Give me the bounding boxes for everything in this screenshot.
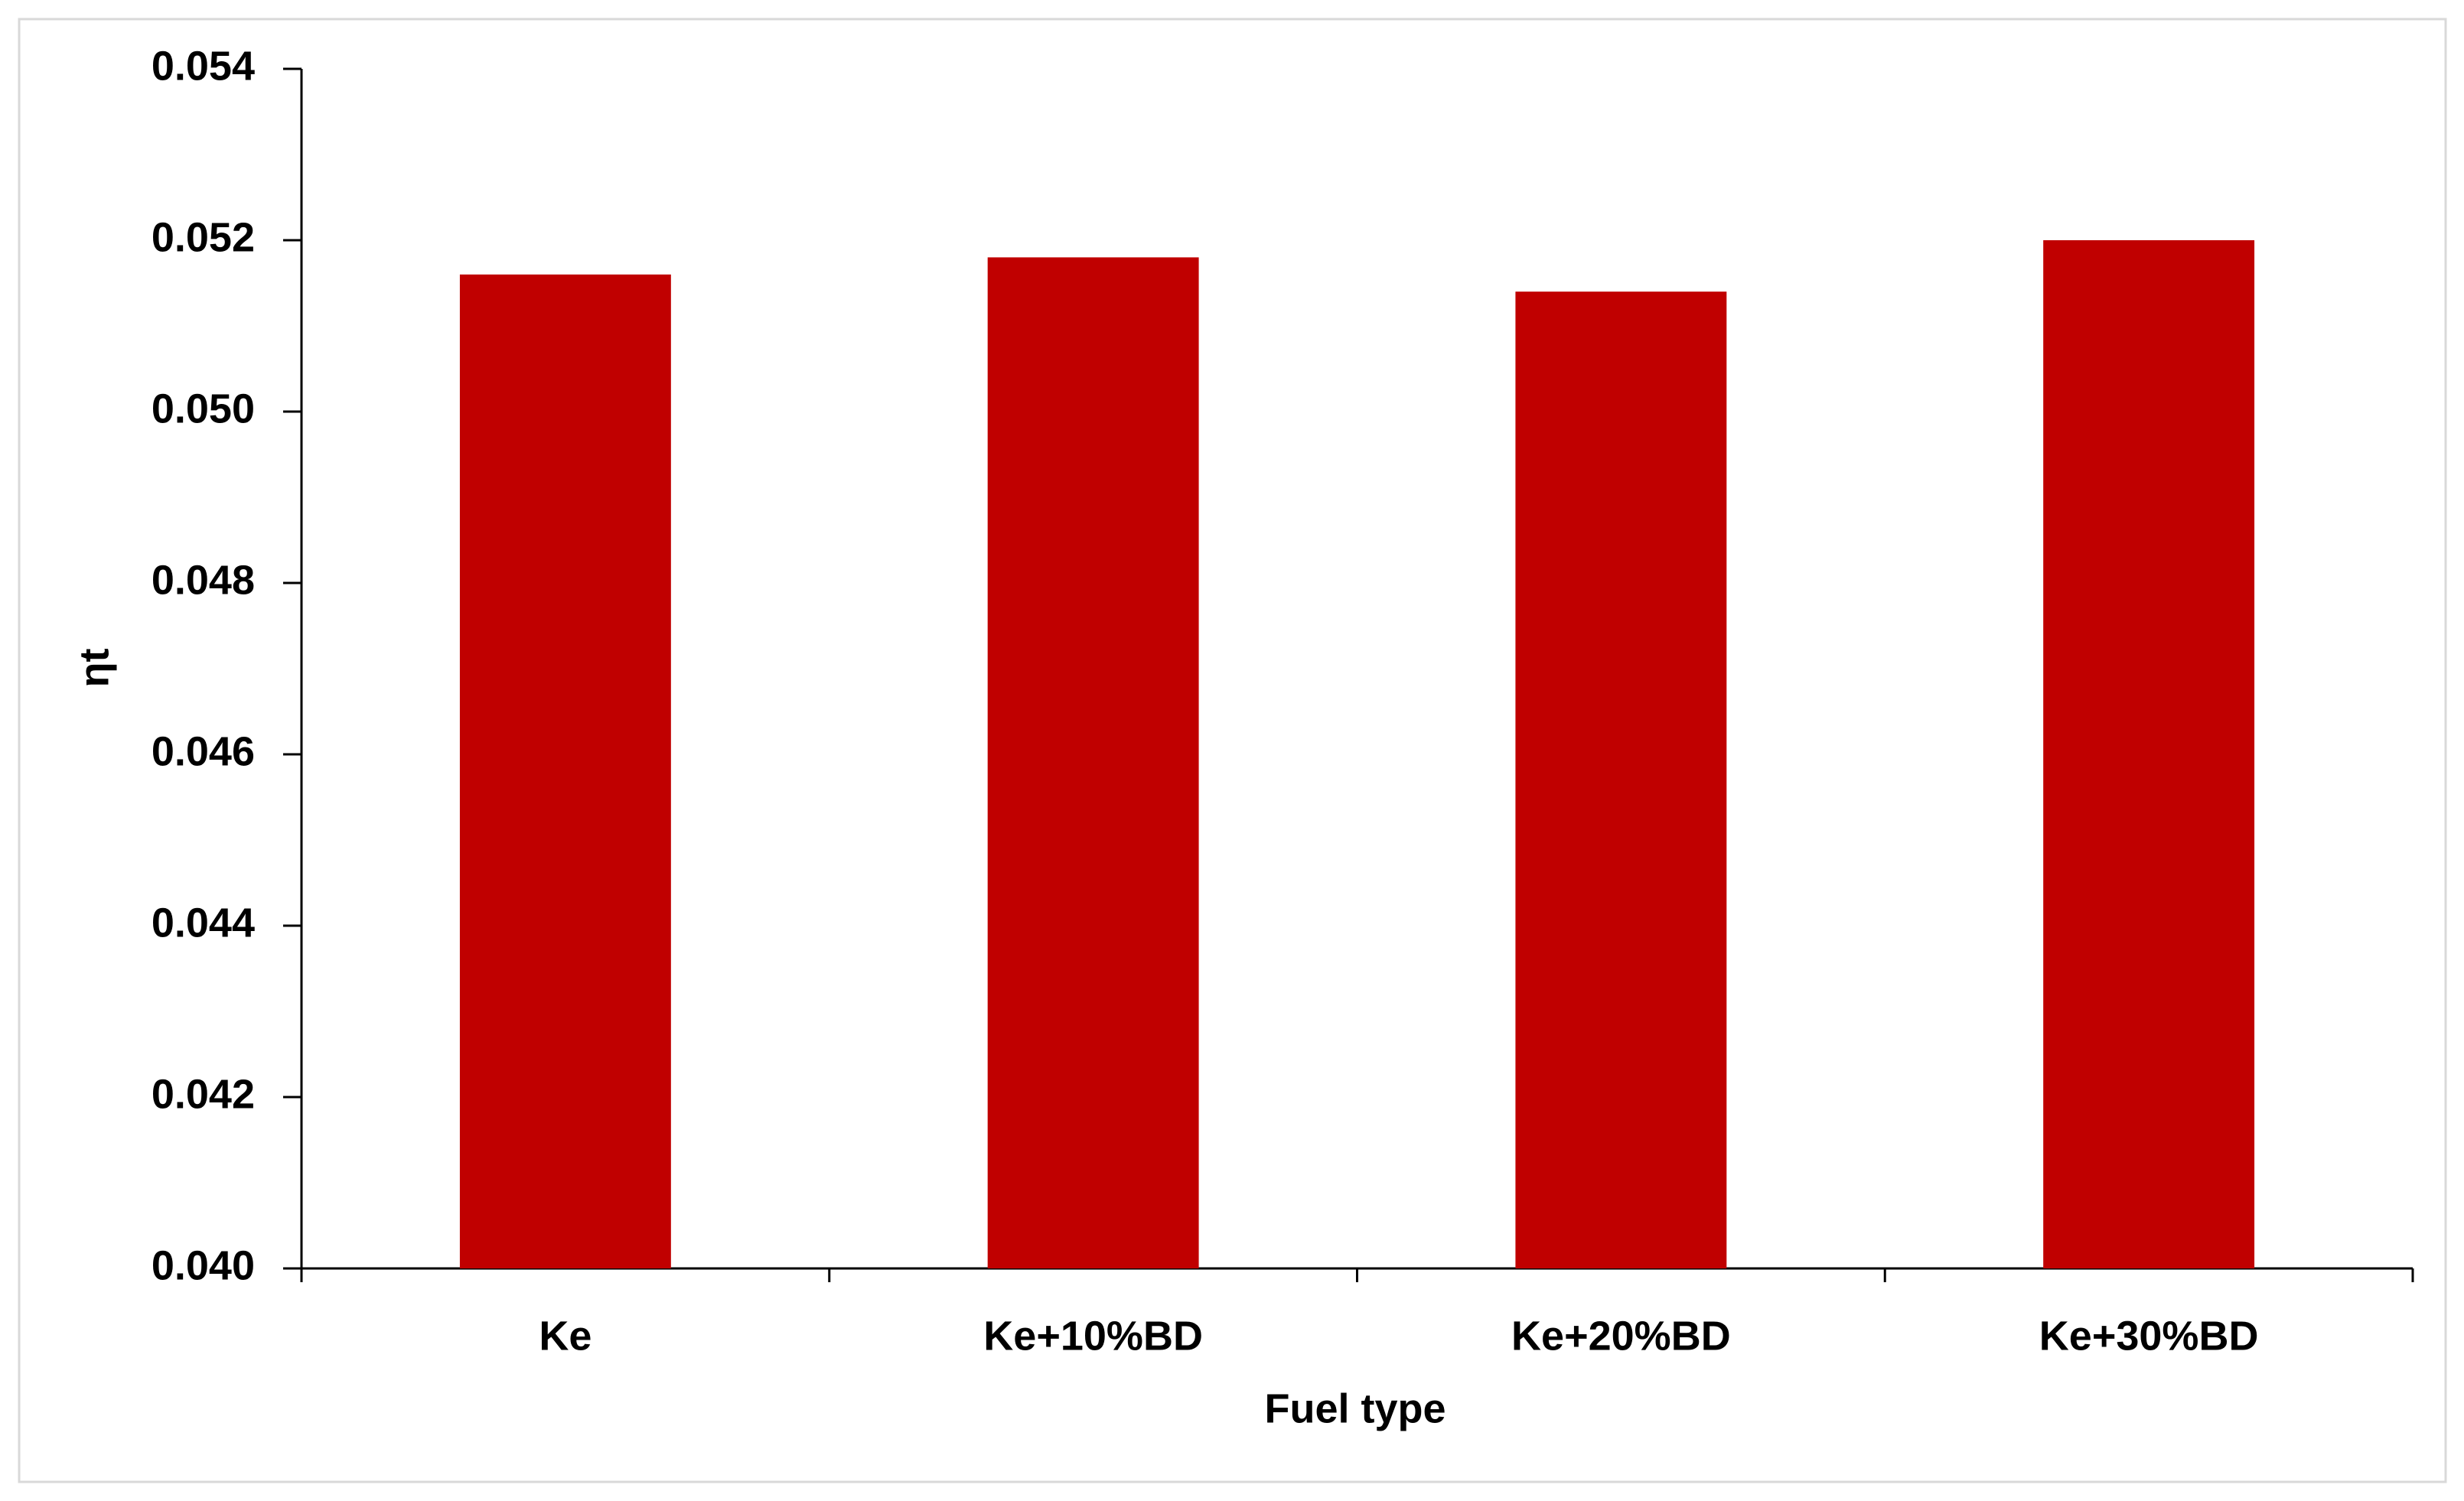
x-tick-label: Ke+30%BD <box>2039 1313 2259 1359</box>
y-axis-label: ηt <box>71 648 117 687</box>
x-tick-label: Ke+10%BD <box>983 1313 1203 1359</box>
bar <box>1515 291 1727 1269</box>
y-tick-label: 0.046 <box>152 728 255 774</box>
y-tick-label: 0.040 <box>152 1242 255 1288</box>
x-axis-label: Fuel type <box>1264 1385 1445 1431</box>
y-tick-label: 0.054 <box>152 43 255 89</box>
chart-border <box>18 18 2447 1483</box>
bar <box>459 274 671 1268</box>
y-tick-label: 0.052 <box>152 214 255 260</box>
x-tick-label: Ke <box>539 1313 592 1359</box>
y-tick-label: 0.044 <box>152 900 255 946</box>
y-tick-label: 0.050 <box>152 386 255 431</box>
x-tick-label: Ke+20%BD <box>1511 1313 1731 1359</box>
y-tick-label: 0.042 <box>152 1071 255 1117</box>
y-tick-label: 0.048 <box>152 557 255 603</box>
bar <box>987 257 1199 1268</box>
bar <box>2043 240 2255 1268</box>
